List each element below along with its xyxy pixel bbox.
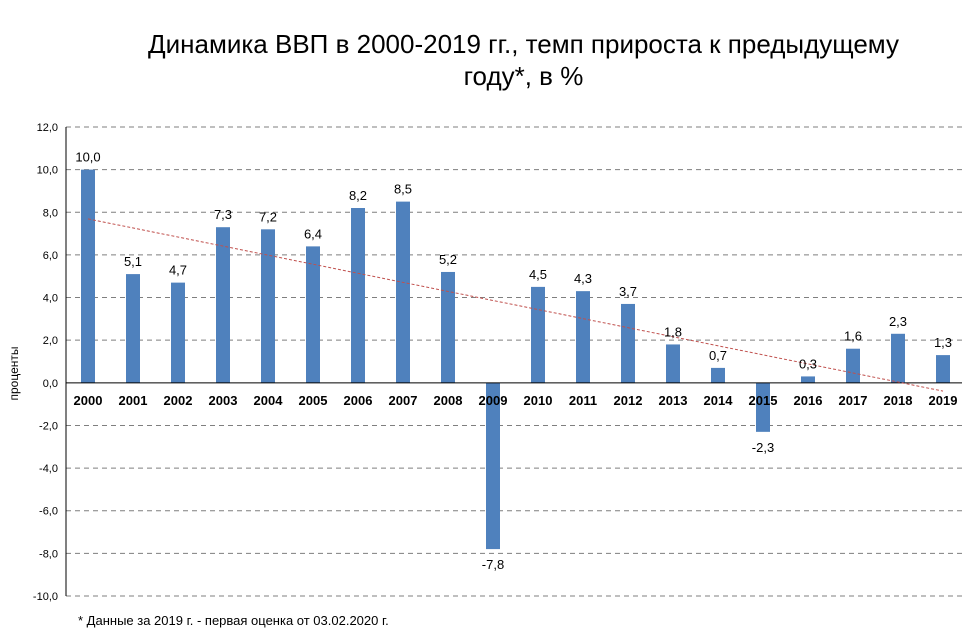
bar-2003 [216, 227, 230, 383]
category-label: 2006 [344, 393, 373, 408]
y-tick-label: 12,0 [37, 122, 58, 134]
category-label: 2004 [254, 393, 284, 408]
bar-2008 [441, 271, 455, 383]
category-label: 2015 [749, 393, 778, 408]
y-tick-label: -2,0 [39, 420, 58, 432]
category-label: 2013 [659, 393, 688, 408]
data-label: 0,3 [799, 356, 817, 371]
data-label: 7,3 [214, 207, 232, 222]
category-label: 2017 [839, 393, 868, 408]
bar-2015 [756, 382, 770, 432]
bar-2004 [261, 229, 275, 383]
bar-2001 [126, 274, 140, 383]
category-label: 2009 [479, 393, 508, 408]
category-label: 2002 [164, 393, 193, 408]
data-label: 4,3 [574, 271, 592, 286]
category-label: 2011 [569, 393, 597, 408]
y-tick-label: 6,0 [43, 250, 58, 262]
bar-2006 [351, 208, 365, 383]
y-axis-title: проценты [7, 346, 21, 400]
title-line-1: Динамика ВВП в 2000-2019 гг., темп приро… [148, 29, 899, 59]
category-label: 2007 [389, 393, 418, 408]
data-label: 1,6 [844, 329, 862, 344]
y-tick-label: -6,0 [39, 506, 58, 518]
data-label: 6,4 [304, 226, 322, 241]
y-tick-label: -8,0 [39, 548, 58, 560]
data-label: 8,2 [349, 188, 367, 203]
category-label: 2001 [119, 393, 148, 408]
category-label: 2012 [614, 393, 643, 408]
category-label: 2016 [794, 393, 823, 408]
data-label: 8,5 [394, 182, 412, 197]
bar-2013 [666, 344, 680, 383]
category-label: 2005 [299, 393, 328, 408]
y-tick-label: -10,0 [33, 591, 58, 603]
data-label: 7,2 [259, 209, 277, 224]
data-label: 5,1 [124, 254, 142, 269]
category-label: 2010 [524, 393, 553, 408]
trend-line [87, 218, 944, 392]
data-label: 4,5 [529, 267, 547, 282]
y-tick-label: 0,0 [43, 378, 58, 390]
y-tick-label: -4,0 [39, 463, 58, 475]
bar-2009 [486, 382, 500, 550]
category-label: 2018 [884, 393, 913, 408]
data-label: 0,7 [709, 348, 727, 363]
bar-2012 [621, 303, 635, 383]
data-label: 10,0 [75, 150, 100, 165]
bar-2017 [846, 348, 860, 383]
data-label: -7,8 [482, 557, 504, 572]
y-tick-label: 4,0 [43, 293, 58, 305]
category-label: 2019 [929, 393, 958, 408]
data-label: 5,2 [439, 252, 457, 267]
category-label: 2000 [74, 393, 103, 408]
category-label: 2014 [704, 393, 734, 408]
data-label: 1,8 [664, 324, 682, 339]
data-label: 2,3 [889, 314, 907, 329]
data-label: 1,3 [934, 335, 952, 350]
bar-2011 [576, 291, 590, 383]
bar-2005 [306, 246, 320, 383]
bar-2014 [711, 367, 725, 383]
bar-2019 [936, 355, 950, 383]
category-label: 2003 [209, 393, 238, 408]
bar-2018 [891, 333, 905, 383]
category-label: 2008 [434, 393, 463, 408]
footnote: * Данные за 2019 г. - первая оценка от 0… [78, 613, 389, 628]
data-label: -2,3 [752, 440, 774, 455]
data-label: 4,7 [169, 263, 187, 278]
y-tick-label: 10,0 [37, 165, 58, 177]
chart-title: Динамика ВВП в 2000-2019 гг., темп приро… [0, 28, 977, 92]
data-label: 3,7 [619, 284, 637, 299]
title-line-2: году*, в % [463, 61, 584, 91]
bar-2000 [81, 169, 95, 383]
bar-2016 [801, 376, 815, 383]
bar-2010 [531, 286, 545, 383]
bar-2007 [396, 201, 410, 383]
bar-2002 [171, 282, 185, 383]
y-tick-label: 8,0 [43, 207, 58, 219]
y-tick-label: 2,0 [43, 335, 58, 347]
